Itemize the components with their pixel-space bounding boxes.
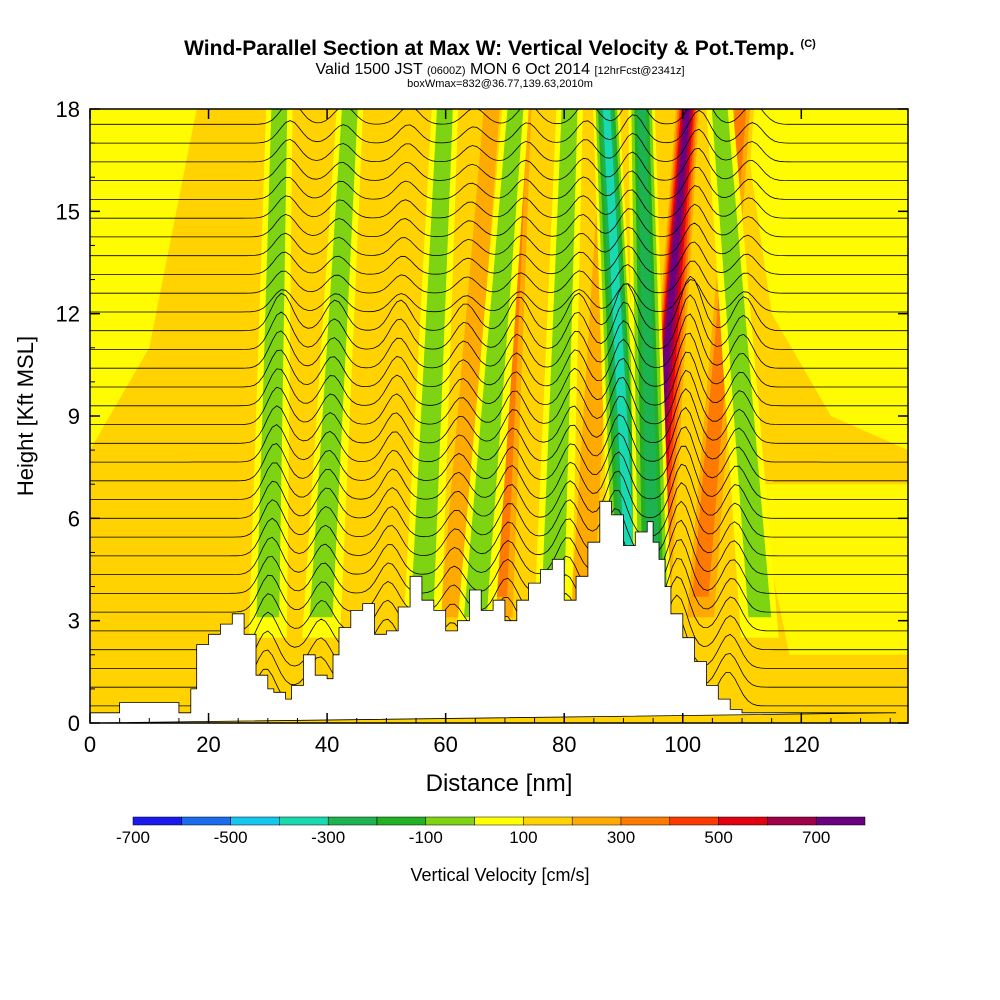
- theta-contour: [90, 185, 908, 219]
- x-tick-label: 40: [315, 732, 339, 757]
- theta-contour: [90, 426, 908, 482]
- y-axis: 0 3 6 9 12 15 18: [56, 97, 908, 736]
- theta-contour: [90, 109, 908, 125]
- theta-contour: [90, 519, 908, 575]
- x-tick-label: 20: [196, 732, 220, 757]
- box-info: boxWmax=832@36.77,139.63,2010m: [407, 78, 593, 90]
- colorbar-swatch: [279, 816, 329, 826]
- x-tick-label: 120: [783, 732, 820, 757]
- theta-contour: [90, 128, 908, 163]
- theta-contour: [90, 166, 908, 200]
- x-axis-label: Distance [nm]: [426, 770, 573, 797]
- x-axis: 0 20 40 60 80 100 120: [84, 109, 891, 757]
- colorbar-swatch: [132, 816, 183, 826]
- theta-contour: [90, 332, 908, 388]
- y-axis-label: Height [Kft MSL]: [13, 336, 38, 496]
- colorbar-swatch: [669, 816, 719, 826]
- colorbar-tick-label: 100: [509, 828, 537, 847]
- colorbar: -700 -500 -300 -100 100 300 500 700: [116, 816, 866, 847]
- forecast-info: [12hrFcst@2341z]: [594, 65, 685, 77]
- terrain-profile: [90, 500, 897, 723]
- theta-contour: [90, 222, 908, 257]
- weak-downdraft-zone: [742, 109, 908, 451]
- updraft-band: [440, 109, 500, 618]
- colorbar-tick-label: 700: [802, 828, 830, 847]
- downdraft-band: [711, 109, 772, 618]
- terrain-mask: [90, 500, 897, 723]
- colorbar-label: Vertical Velocity [cm/s]: [410, 865, 589, 885]
- colorbar-swatch: [425, 816, 475, 826]
- theta-contour: [90, 260, 908, 294]
- valid-time: Valid 1500 JST: [315, 61, 423, 78]
- theta-contour: [90, 279, 908, 313]
- chart-subtitle: Valid 1500 JST (0600Z) MON 6 Oct 2014 [1…: [0, 61, 1000, 79]
- colorbar-swatch: [181, 816, 231, 826]
- theta-contour: [90, 482, 908, 538]
- colorbar-tick-label: 300: [607, 828, 635, 847]
- downdraft-band: [309, 109, 358, 618]
- weak-downdraft-zone: [90, 109, 197, 451]
- x-tick-label: 60: [433, 732, 457, 757]
- x-tick-label: 0: [84, 732, 96, 757]
- theta-contours: [90, 73, 908, 707]
- copyright-mark: (C): [800, 38, 816, 50]
- downdraft-band: [637, 109, 660, 577]
- y-tick-label: 3: [68, 609, 80, 634]
- colorbar-tick-label: -300: [311, 828, 345, 847]
- colorbar-swatch: [718, 816, 768, 826]
- colorbar-swatch: [571, 816, 622, 826]
- x-tick-label: 100: [664, 732, 701, 757]
- y-tick-label: 12: [56, 302, 80, 327]
- theta-contour: [90, 147, 908, 181]
- colorbar-swatch: [327, 816, 378, 826]
- theta-contour: [90, 539, 908, 594]
- theta-contour: [90, 500, 908, 557]
- colorbar-swatch: [767, 816, 817, 826]
- theta-contour: [90, 275, 908, 332]
- theta-contour: [90, 203, 908, 238]
- colorbar-swatch: [620, 816, 671, 826]
- x-tick-label: 80: [552, 732, 576, 757]
- colorbar-swatch: [376, 816, 427, 826]
- y-tick-label: 9: [68, 404, 80, 429]
- colorbar-swatch: [474, 816, 524, 826]
- downdraft-band: [540, 109, 578, 618]
- downdraft-band: [463, 109, 524, 618]
- y-tick-label: 0: [68, 711, 80, 736]
- valid-date: MON 6 Oct 2014: [469, 61, 590, 78]
- theta-contour: [90, 557, 908, 613]
- theta-contour: [90, 313, 908, 369]
- title-main: Wind-Parallel Section at Max W: Vertical…: [184, 37, 795, 60]
- theta-contour: [90, 406, 908, 463]
- updraft-band: [349, 109, 423, 638]
- colorbar-tick-label: -500: [214, 828, 248, 847]
- chart-title: Wind-Parallel Section at Max W: Vertical…: [0, 37, 1000, 61]
- colorbar-swatch: [523, 816, 573, 826]
- theta-contour: [90, 109, 908, 144]
- zulu-time: (0600Z): [426, 65, 466, 77]
- theta-contour: [90, 351, 908, 407]
- colorbar-swatch: [815, 816, 866, 826]
- colorbar-tick-label: 500: [704, 828, 732, 847]
- colorbar-tick-label: -700: [116, 828, 150, 847]
- theta-contour: [90, 241, 908, 275]
- theta-contour: [90, 369, 908, 425]
- colorbar-tick-label: -100: [409, 828, 443, 847]
- y-tick-label: 18: [56, 97, 80, 122]
- y-tick-label: 6: [68, 506, 80, 531]
- theta-contour: [90, 294, 908, 350]
- colorbar-swatch: [230, 816, 280, 826]
- theta-contour: [90, 463, 908, 519]
- theta-contour: [90, 73, 908, 105]
- theta-contour: [90, 445, 908, 500]
- y-tick-label: 15: [56, 199, 80, 224]
- theta-contour: [90, 388, 908, 444]
